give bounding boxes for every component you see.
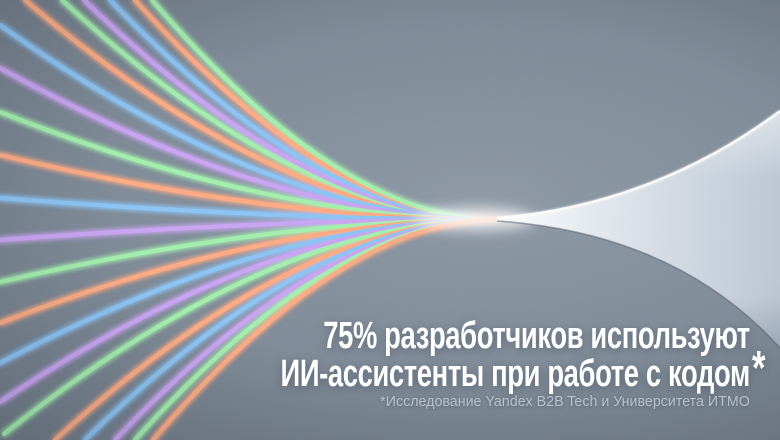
headline-line-2-label: ИИ-ассистенты при работе с кодом [280,353,751,395]
footnote-asterisk: * [752,342,766,395]
footnote: *Исследование Yandex B2B Tech и Универси… [380,393,750,410]
headline-block: 75% разработчиков используют ИИ-ассистен… [98,315,766,411]
headline-line-2-text: ИИ-ассистенты при работе с кодом * [280,345,766,395]
headline-line-1: 75% разработчиков используют [323,315,750,357]
headline-line-2: ИИ-ассистенты при работе с кодом * [280,345,766,395]
